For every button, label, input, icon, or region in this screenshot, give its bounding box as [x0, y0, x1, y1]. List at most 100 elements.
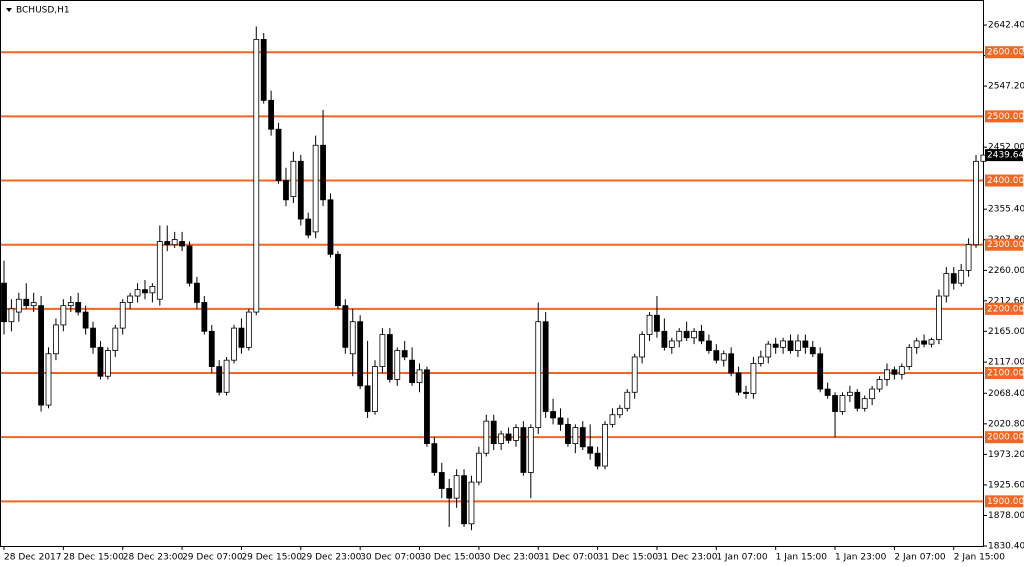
- candle-body: [646, 314, 653, 335]
- candle-body: [179, 241, 185, 247]
- candle-body: [97, 346, 104, 377]
- candle-body: [45, 353, 52, 406]
- candle-body: [698, 330, 705, 342]
- y-tick-label: 2165.00: [988, 327, 1024, 337]
- candle-body: [320, 144, 326, 201]
- candle-body: [297, 160, 304, 220]
- candle-body: [164, 241, 171, 246]
- last-price-label: 2439.64: [987, 151, 1024, 161]
- candle-body: [832, 395, 838, 412]
- candle-body: [550, 411, 556, 419]
- x-tick-label: 1 Jan 07:00: [716, 553, 768, 563]
- candle-body: [958, 269, 965, 284]
- x-tick-label: 28 Dec 23:00: [123, 553, 184, 563]
- menu-arrow[interactable]: [6, 8, 12, 12]
- candle-body: [891, 369, 898, 375]
- candle-body: [268, 99, 275, 130]
- x-tick-label: 1 Jan 15:00: [776, 553, 828, 563]
- candle-body: [468, 481, 475, 525]
- candle-body: [119, 302, 126, 329]
- candle-body: [683, 330, 690, 339]
- level-label-box: [985, 431, 1023, 444]
- level-label: 2300.00: [987, 240, 1024, 250]
- candle-body: [490, 420, 497, 445]
- candle-body: [253, 38, 260, 313]
- candle-body: [245, 311, 252, 348]
- candle-body: [906, 346, 913, 368]
- y-tick-label: 1878.00: [988, 511, 1024, 521]
- candle-body: [260, 38, 267, 101]
- x-tick-label: 28 Dec 2017: [4, 553, 62, 563]
- candle-body: [149, 286, 156, 294]
- candle-body: [201, 302, 208, 332]
- candle-body: [854, 391, 861, 409]
- candle-body: [913, 340, 920, 348]
- candle-body: [728, 353, 735, 374]
- candle-body: [676, 330, 683, 342]
- candle-body: [631, 356, 638, 393]
- candle-body: [379, 334, 386, 368]
- candle-body: [572, 427, 579, 445]
- candle-body: [186, 245, 193, 284]
- candle-body: [416, 369, 423, 384]
- candle-body: [446, 488, 453, 499]
- candle-body: [342, 305, 349, 348]
- chart-title: BCHUSD,H1: [16, 6, 70, 16]
- candle-body: [505, 433, 512, 441]
- candle-body: [142, 289, 148, 294]
- candle-body: [401, 350, 408, 358]
- y-tick-label: 2452.00: [988, 143, 1024, 153]
- candle-body: [624, 391, 631, 409]
- level-label-box: [985, 46, 1023, 59]
- candle-body: [884, 369, 890, 380]
- candle-body: [535, 321, 542, 428]
- candle-body: [654, 314, 660, 332]
- candle-body: [90, 327, 96, 348]
- x-tick-label: 30 Dec 15:00: [420, 553, 481, 563]
- candle-body: [104, 350, 111, 377]
- y-tick-label: 1925.60: [988, 480, 1024, 490]
- candle-body: [898, 366, 905, 375]
- y-tick-label: 2068.40: [988, 389, 1024, 399]
- candle-body: [542, 321, 549, 412]
- candle-body: [156, 241, 163, 300]
- candle-body: [824, 388, 831, 396]
- candle-body: [409, 359, 416, 384]
- candle-body: [750, 363, 757, 394]
- candle-body: [334, 253, 341, 307]
- y-tick-label: 1973.20: [988, 450, 1024, 460]
- candle-body: [238, 327, 245, 348]
- candle-body: [520, 427, 527, 473]
- candle-body: [921, 340, 927, 345]
- candle-body: [579, 427, 586, 448]
- candle-body: [720, 353, 727, 361]
- candle-body: [231, 327, 237, 361]
- candle-body: [876, 379, 883, 390]
- candle-body: [950, 273, 957, 284]
- y-tick-label: 2355.40: [988, 205, 1024, 215]
- candle-body: [594, 452, 601, 467]
- level-label-box: [985, 110, 1023, 123]
- y-tick-label: 2212.60: [988, 296, 1024, 306]
- candle-body: [661, 330, 668, 348]
- x-tick-label: 29 Dec 23:00: [301, 553, 362, 563]
- level-label-box: [985, 302, 1023, 315]
- candle-body: [639, 334, 646, 358]
- x-tick-label: 31 Dec 23:00: [657, 553, 718, 563]
- candle-body: [372, 366, 378, 412]
- candle-body: [305, 218, 312, 236]
- level-label: 2500.00: [987, 112, 1024, 122]
- candle-body: [772, 343, 779, 348]
- candle-body: [216, 366, 223, 393]
- candle-body: [928, 339, 935, 345]
- level-label: 2200.00: [987, 304, 1024, 314]
- candle-body: [809, 346, 816, 355]
- x-tick-label: 31 Dec 15:00: [598, 553, 659, 563]
- candle-body: [587, 446, 594, 454]
- candle-body: [127, 295, 134, 303]
- x-tick-label: 30 Dec 23:00: [479, 553, 540, 563]
- candle-body: [713, 350, 720, 361]
- candle-body: [483, 420, 490, 454]
- x-tick-label: 31 Dec 07:00: [538, 553, 599, 563]
